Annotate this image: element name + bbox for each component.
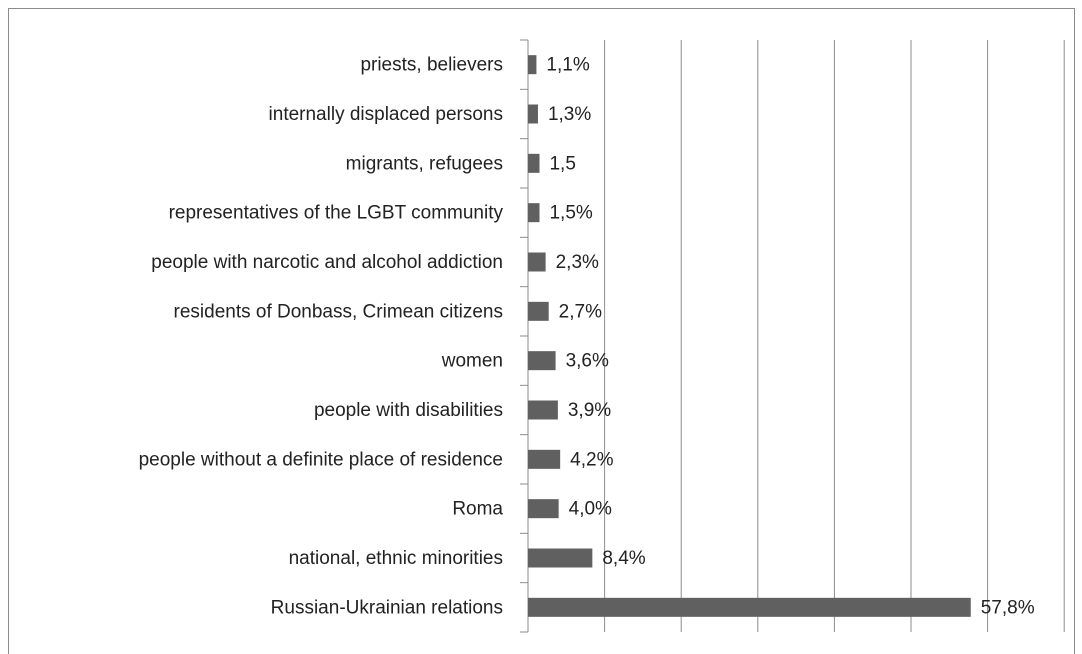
y-tick-label: national, ethnic minorities [289, 548, 503, 569]
bar [528, 597, 971, 617]
y-tick-label: internally displaced persons [269, 104, 503, 125]
bar [528, 301, 549, 321]
y-tick-label: Russian-Ukrainian relations [271, 597, 503, 618]
bar [528, 548, 593, 568]
value-label: 8,4% [602, 548, 645, 569]
value-label: 1,5% [549, 203, 592, 224]
bar [528, 203, 540, 223]
value-label: 4,2% [570, 449, 613, 470]
value-label: 2,7% [559, 301, 602, 322]
value-label: 2,3% [556, 252, 599, 273]
y-tick-label: people with narcotic and alcohol addicti… [151, 252, 503, 273]
bar [528, 252, 546, 272]
value-label: 57,8% [981, 597, 1035, 618]
bar [528, 351, 556, 371]
chart-border [8, 8, 1075, 654]
bar [528, 153, 540, 173]
y-tick-label: priests, believers [360, 55, 503, 76]
bar [528, 400, 558, 420]
bar [528, 104, 538, 124]
value-label: 4,0% [569, 499, 612, 520]
bar [528, 55, 537, 75]
y-tick-label: Roma [452, 499, 503, 520]
y-tick-label: representatives of the LGBT community [169, 203, 504, 224]
value-label: 1,3% [548, 104, 591, 125]
bar [528, 499, 559, 519]
y-tick-label: people without a definite place of resid… [139, 449, 503, 470]
bar [528, 449, 561, 469]
y-tick-label: people with disabilities [314, 400, 503, 421]
value-label: 3,6% [566, 351, 609, 372]
value-label: 3,9% [568, 400, 611, 421]
y-tick-label: women [441, 351, 503, 372]
value-label: 1,5 [549, 153, 575, 174]
value-label: 1,1% [546, 55, 589, 76]
y-tick-label: migrants, refugees [346, 153, 503, 174]
y-tick-label: residents of Donbass, Crimean citizens [174, 301, 503, 322]
